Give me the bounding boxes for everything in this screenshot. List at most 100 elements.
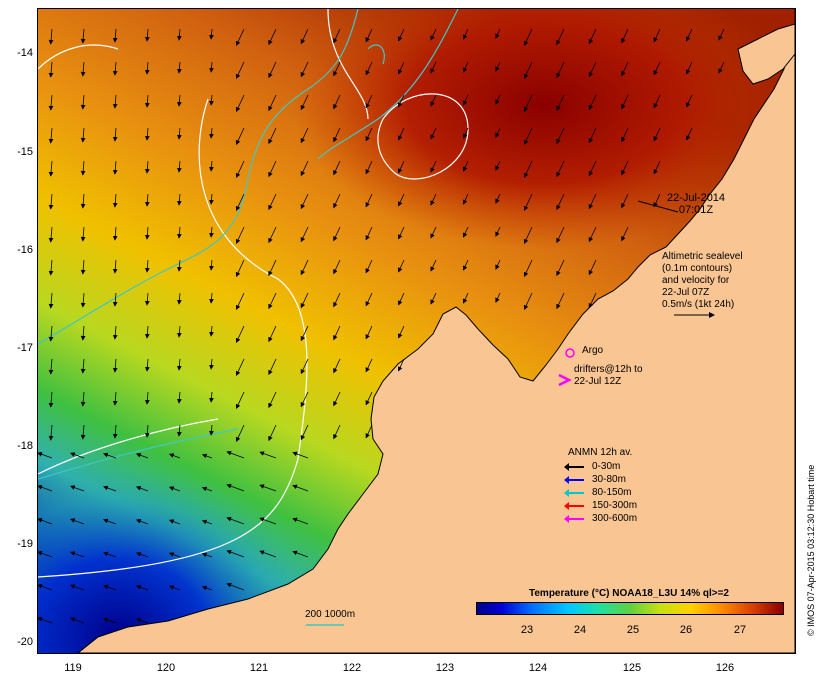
velocity-arrow — [462, 127, 469, 139]
x-tick: 126 — [715, 662, 735, 674]
velocity-arrow — [333, 28, 341, 44]
velocity-arrow — [300, 193, 309, 210]
drifters-label: drifters@12h to 22-Jul 12Z — [574, 364, 643, 388]
velocity-arrow — [80, 325, 86, 341]
velocity-arrow — [112, 94, 118, 109]
north-land — [737, 23, 795, 85]
velocity-arrow — [209, 226, 214, 238]
velocity-arrow — [365, 391, 373, 406]
velocity-arrow — [365, 226, 373, 241]
velocity-arrow — [226, 450, 245, 459]
velocity-arrow — [718, 61, 725, 74]
velocity-arrow — [168, 486, 181, 492]
velocity-arrow — [268, 424, 277, 442]
colorbar-tick: 25 — [626, 624, 640, 636]
velocity-arrow — [235, 391, 245, 410]
velocity-arrow — [365, 358, 373, 373]
velocity-arrow — [621, 94, 629, 110]
sealevel-line: Altimetric sealevel — [662, 251, 743, 262]
y-tick: -15 — [17, 146, 33, 158]
velocity-arrow — [38, 518, 53, 525]
velocity-arrow — [201, 453, 213, 459]
velocity-arrow — [523, 292, 533, 311]
velocity-arrow — [268, 325, 277, 343]
legend-arrow-icon — [564, 489, 584, 497]
x-tick: 125 — [622, 662, 642, 674]
legend-arrow-icon — [564, 463, 584, 471]
velocity-arrow — [653, 193, 661, 208]
velocity-arrow — [398, 61, 405, 75]
velocity-arrow — [38, 485, 53, 492]
velocity-arrow — [495, 61, 501, 72]
velocity-arrow — [621, 226, 629, 242]
velocity-arrow — [523, 127, 533, 146]
sealevel-line: 0.5m/s (1kt 24h) — [662, 299, 735, 310]
velocity-arrow — [176, 61, 182, 74]
velocity-arrow — [398, 28, 405, 42]
velocity-arrow — [235, 325, 245, 344]
velocity-arrow — [462, 292, 469, 304]
velocity-arrow — [80, 259, 86, 275]
velocity-arrow — [462, 28, 469, 40]
time-text: 07:01Z — [678, 204, 714, 216]
velocity-arrow — [176, 424, 182, 437]
velocity-arrow — [201, 486, 213, 492]
sealevel-line: and velocity for — [662, 275, 730, 286]
velocity-arrow — [523, 61, 533, 80]
velocity-arrow — [201, 519, 213, 525]
velocity-arrow — [80, 160, 86, 176]
velocity-arrow — [495, 292, 501, 303]
velocity-arrow — [112, 160, 118, 175]
x-tick: 120 — [156, 662, 176, 674]
velocity-arrow — [201, 585, 213, 591]
velocity-arrow — [48, 193, 54, 210]
velocity-arrow — [588, 94, 597, 111]
velocity-arrow — [430, 28, 437, 41]
velocity-arrow — [430, 61, 437, 74]
velocity-arrow — [653, 127, 661, 142]
velocity-arrow — [103, 584, 117, 591]
map-frame[interactable] — [37, 8, 796, 654]
velocity-arrow — [588, 28, 597, 45]
velocity-arrow — [80, 226, 86, 242]
velocity-arrow — [144, 259, 150, 273]
velocity-arrow — [176, 94, 182, 107]
velocity-arrow — [209, 28, 214, 40]
velocity-arrow — [144, 61, 150, 75]
velocity-arrow — [556, 127, 565, 145]
velocity-arrow — [292, 484, 309, 492]
date-pointer — [637, 200, 679, 213]
velocity-arrow — [268, 61, 277, 79]
velocity-arrow — [38, 584, 53, 591]
velocity-arrow — [38, 551, 53, 558]
velocity-arrow — [144, 325, 150, 339]
velocity-arrow — [259, 484, 277, 492]
velocity-arrow — [430, 193, 437, 206]
velocity-arrow — [588, 259, 597, 276]
x-tick: 122 — [342, 662, 362, 674]
velocity-arrow — [686, 127, 693, 141]
velocity-arrow — [365, 28, 373, 43]
velocity-arrow — [176, 292, 182, 305]
velocity-arrow — [80, 94, 86, 110]
velocity-arrow — [523, 94, 533, 113]
velocity-arrow — [226, 516, 245, 525]
velocity-arrow — [103, 452, 117, 459]
x-tick: 123 — [435, 662, 455, 674]
y-tick: -19 — [17, 538, 33, 550]
velocity-arrow — [38, 452, 53, 459]
velocity-arrow — [523, 259, 533, 278]
velocity-arrow — [48, 160, 54, 177]
velocity-arrow — [80, 424, 86, 440]
velocity-arrow — [235, 226, 245, 245]
velocity-arrow — [209, 325, 214, 337]
velocity-arrow — [268, 391, 277, 409]
velocity-arrow — [112, 325, 118, 340]
legend-arrow-icon — [564, 515, 584, 523]
velocity-arrow — [462, 160, 469, 172]
x-tick: 119 — [64, 662, 82, 674]
velocity-arrow — [48, 391, 54, 408]
velocity-arrow — [144, 127, 150, 141]
velocity-arrow — [292, 550, 309, 558]
velocity-arrow — [556, 28, 565, 46]
